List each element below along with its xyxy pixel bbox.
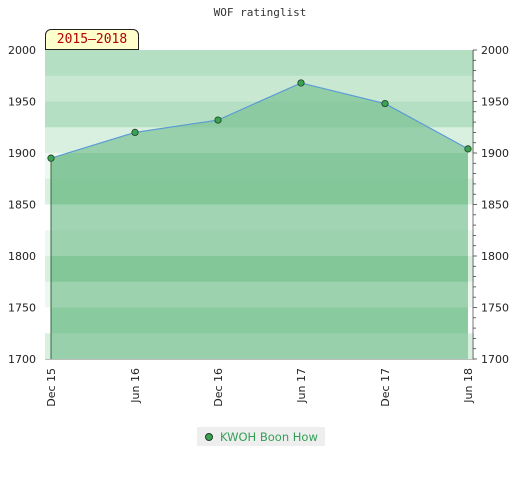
- background-band: [45, 75, 474, 102]
- legend-label: KWOH Boon How: [220, 429, 318, 444]
- y-tick-label-left: 1700: [8, 353, 36, 366]
- tick-labels: 1700 1700 1750 1750 1800 1800 1850 1850 1900 1900…: [8, 44, 509, 407]
- y-tick-label-left: 2000: [8, 44, 36, 57]
- y-tick-label-right: 1850: [481, 199, 509, 212]
- data-points: [47, 79, 472, 162]
- series-polyline: [50, 82, 469, 159]
- x-tick-label: Dec 16: [212, 368, 225, 407]
- x-tick-label: Jun 18: [462, 368, 475, 404]
- y-tick-label-right: 2000: [481, 44, 509, 57]
- y-tick-label-right: 1800: [481, 250, 509, 263]
- area-stripes: [51, 153, 468, 334]
- series-line: [50, 82, 469, 159]
- y-tick-label-left: 1850: [8, 199, 36, 212]
- area-stripe: [51, 256, 468, 282]
- data-point: [297, 79, 305, 87]
- y-tick-label-right: 1700: [481, 353, 509, 366]
- area-stripe: [51, 307, 468, 334]
- x-tick-label: Jun 16: [129, 368, 142, 404]
- data-point: [381, 99, 389, 108]
- y-tick-label-right: 1900: [481, 147, 509, 160]
- y-tick-label-right: 1750: [481, 302, 509, 315]
- legend-marker-icon: [205, 432, 213, 441]
- data-point: [47, 154, 55, 162]
- data-point: [214, 116, 222, 124]
- y-tick-label-left: 1950: [8, 96, 36, 109]
- x-tick-label: Jun 17: [295, 368, 308, 404]
- area-stripe: [51, 153, 468, 205]
- y-tick-label-left: 1800: [8, 250, 36, 263]
- area-fill: [51, 82, 468, 360]
- data-point: [131, 128, 139, 136]
- background-band: [45, 50, 474, 77]
- legend[interactable]: KWOH Boon How: [197, 427, 325, 446]
- axes: [45, 49, 477, 360]
- y-tick-label-left: 1750: [8, 302, 36, 315]
- chart-title: WOF ratinglist: [213, 6, 307, 19]
- x-tick-label: Dec 17: [379, 368, 392, 407]
- x-tick-label: Dec 15: [45, 368, 58, 407]
- series-area: [51, 82, 468, 360]
- data-point: [464, 145, 472, 153]
- period-badge: 2015–2018: [45, 29, 139, 50]
- y-tick-label-right: 1950: [481, 96, 509, 109]
- y-tick-label-left: 1900: [8, 147, 36, 160]
